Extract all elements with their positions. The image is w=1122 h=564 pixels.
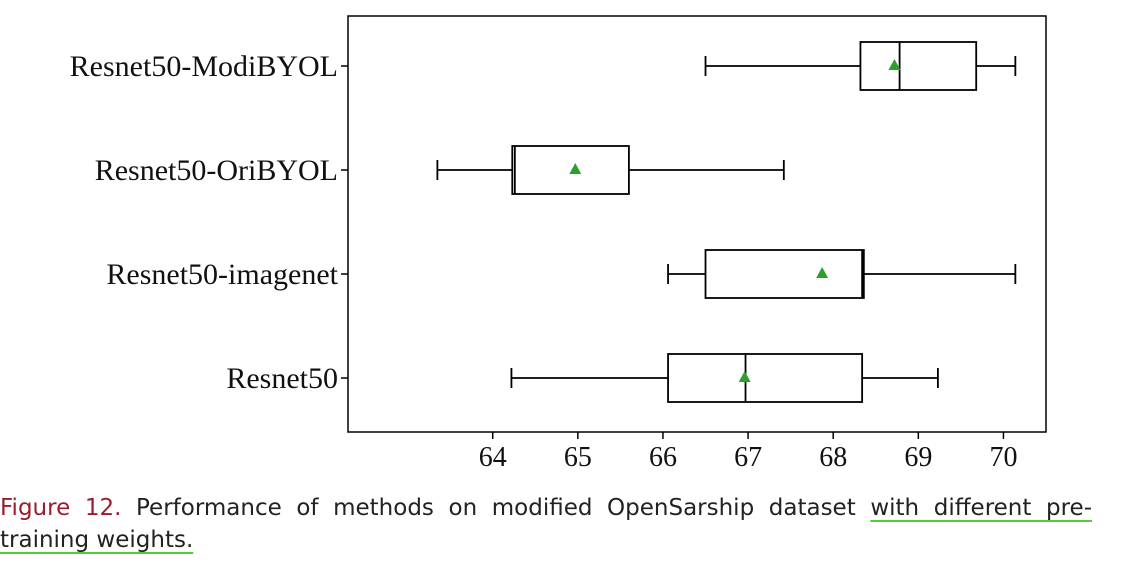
mean-marker — [569, 163, 582, 174]
plot-frame — [347, 15, 1047, 433]
y-axis: Resnet50-ModiBYOL Resnet50-OriBYOL Resnet5… — [70, 50, 348, 395]
iqr-box — [704, 249, 865, 299]
box-resnet50 — [510, 353, 939, 403]
box-resnet50-oribyol — [436, 145, 785, 195]
category-label: Resnet50-OriBYOL — [95, 154, 338, 187]
iqr-box — [859, 41, 978, 91]
figure-number: Figure 12. — [0, 495, 122, 521]
caption-text: Performance of methods on modified OpenS… — [136, 495, 871, 521]
figure-caption: Figure 12. Performance of methods on mod… — [0, 492, 1092, 556]
box-resnet50-imagenet — [667, 249, 1017, 299]
mean-marker — [738, 371, 751, 382]
box-resnet50-modibyol — [704, 41, 1017, 91]
x-tick-label: 69 — [904, 442, 932, 473]
x-tick-label: 67 — [734, 442, 762, 473]
category-label: Resnet50-ModiBYOL — [70, 50, 338, 83]
iqr-box — [667, 353, 864, 403]
boxes — [436, 41, 1017, 403]
category-label: Resnet50 — [226, 362, 338, 395]
x-tick-label: 65 — [564, 442, 592, 473]
mean-marker — [816, 267, 829, 278]
x-tick-label: 66 — [649, 442, 677, 473]
boxplot-chart: 64 65 66 67 68 69 70 Resnet50-ModiBYOLResnet50… — [70, 15, 1047, 473]
x-tick-label: 68 — [819, 442, 847, 473]
x-tick-label: 70 — [989, 442, 1017, 473]
mean-marker — [888, 59, 901, 70]
x-tick-label: 64 — [479, 442, 507, 473]
category-label: Resnet50-imagenet — [106, 258, 338, 291]
iqr-box — [511, 145, 630, 195]
caption-highlighted-text: with different pre-training weights. — [0, 495, 1092, 553]
x-axis: 64 65 66 67 68 69 70 — [479, 432, 1017, 473]
